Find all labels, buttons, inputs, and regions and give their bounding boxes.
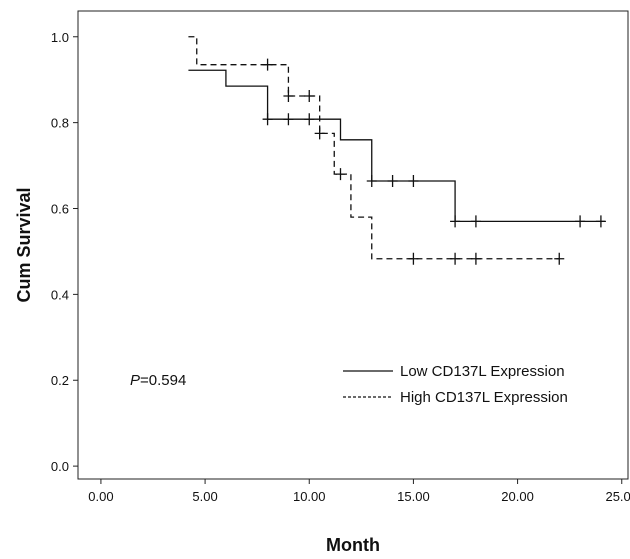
censor-mark [408, 175, 419, 188]
legend: Low CD137L Expression High CD137L Expres… [343, 363, 568, 406]
censor-mark [262, 58, 273, 71]
censor-mark [450, 252, 461, 265]
legend-label-low: Low CD137L Expression [400, 363, 565, 380]
censor-mark [304, 90, 315, 103]
censor-mark [595, 215, 606, 228]
plot-frame [77, 10, 629, 480]
censor-mark [554, 252, 565, 265]
censor-mark [387, 175, 398, 188]
y-tick-label: 0.0 [51, 459, 69, 474]
y-tick-label: 0.8 [51, 116, 69, 131]
p-value-number: =0.594 [140, 372, 186, 389]
survival-curve-high [188, 36, 560, 260]
survival-curve-low [188, 69, 606, 223]
censor-mark [575, 215, 586, 228]
censor-mark [450, 215, 461, 228]
survival-curves [188, 36, 606, 265]
censor-mark [470, 252, 481, 265]
censor-mark [283, 113, 294, 126]
x-tick-label: 20.00 [501, 489, 534, 504]
x-tick-label: 10.00 [293, 489, 326, 504]
censor-mark [470, 215, 481, 228]
x-tick-label: 0.00 [88, 489, 113, 504]
censor-mark [366, 175, 377, 188]
x-axis: 0.00 5.00 10.00 15.00 20.00 25.00 [88, 479, 630, 504]
censor-mark [283, 90, 294, 103]
y-tick-label: 0.6 [51, 202, 69, 217]
y-tick-label: 0.4 [51, 287, 69, 302]
x-tick-label: 15.00 [397, 489, 430, 504]
x-tick-label: 5.00 [192, 489, 217, 504]
p-value-annotation: P=0.594 [130, 372, 186, 389]
censor-mark [408, 252, 419, 265]
censor-mark [335, 168, 346, 181]
censor-mark [262, 113, 273, 126]
y-axis-title: Cum Survival [14, 187, 34, 302]
p-value-symbol: P [130, 372, 140, 389]
x-tick-label: 25.00 [605, 489, 630, 504]
y-tick-label: 1.0 [51, 30, 69, 45]
censor-mark [314, 127, 325, 140]
x-axis-title: Month [326, 535, 380, 555]
legend-label-high: High CD137L Expression [400, 389, 568, 406]
y-axis: 0.0 0.2 0.4 0.6 0.8 1.0 [51, 30, 78, 474]
censor-mark [304, 113, 315, 126]
y-tick-label: 0.2 [51, 373, 69, 388]
